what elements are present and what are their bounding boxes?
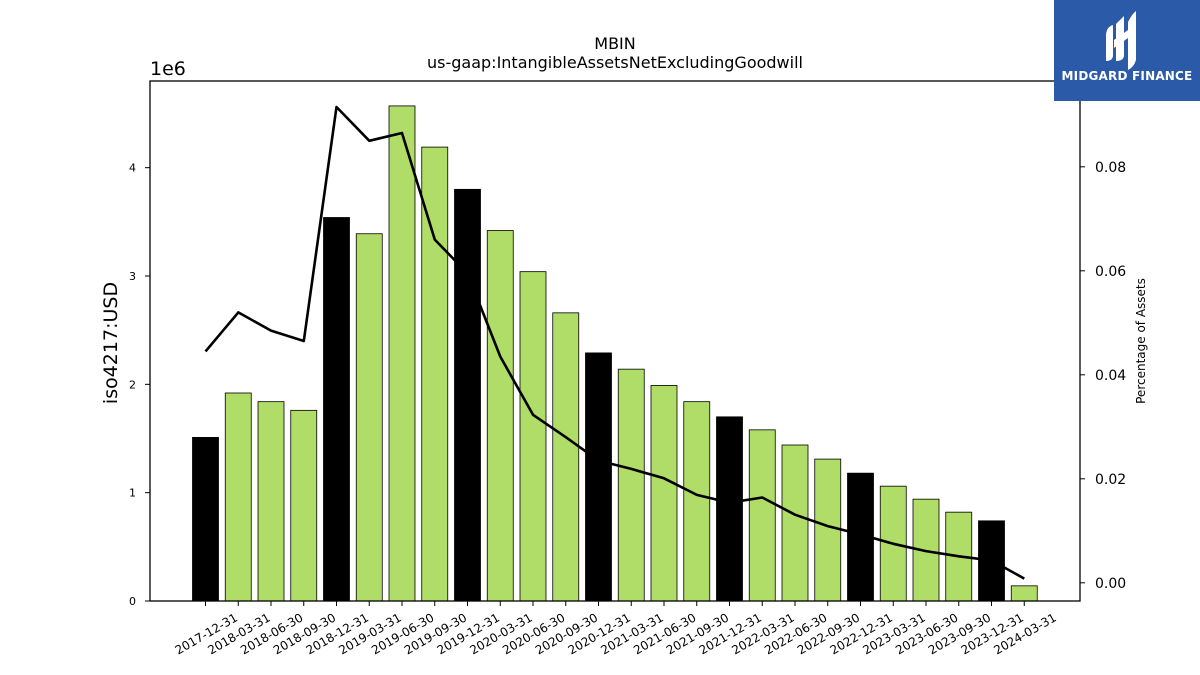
- logo-mark-icon: [1106, 11, 1136, 70]
- y2-tick-label: 0.08: [1095, 160, 1126, 176]
- y-tick-label: 3: [129, 270, 136, 283]
- bar-2020-12-31: [585, 352, 612, 602]
- y2-tick-label: 0.06: [1095, 264, 1126, 280]
- bar-2021-03-31: [617, 368, 645, 602]
- bar-2021-12-31: [716, 416, 743, 602]
- bar-2020-09-30: [552, 312, 580, 602]
- bar-2018-06-30: [257, 401, 285, 602]
- midgard-finance-logo: MIDGARD FINANCE: [1054, 0, 1200, 101]
- bar-2022-03-31: [748, 429, 776, 602]
- y-tick-label: 4: [129, 162, 136, 175]
- bar-2019-03-31: [355, 233, 383, 602]
- bar-2018-12-31: [323, 217, 350, 602]
- y-tick-label: 0: [129, 595, 136, 608]
- pct-of-assets-line: [204, 105, 1025, 580]
- bar-2021-06-30: [650, 385, 678, 602]
- bar-2018-09-30: [290, 409, 318, 602]
- y-axis-label: iso4217:USD: [100, 282, 122, 404]
- y-tick-label: 2: [129, 378, 136, 391]
- bar-2020-03-31: [486, 230, 514, 602]
- bar-2022-06-30: [781, 444, 809, 602]
- y2-axis-label: Percentage of Assets: [1134, 278, 1148, 404]
- bar-2022-09-30: [814, 458, 842, 602]
- bar-2019-12-31: [454, 188, 481, 602]
- bar-2020-06-30: [519, 271, 547, 602]
- bar-2017-12-31: [192, 437, 219, 602]
- y2-tick-label: 0.04: [1095, 368, 1126, 384]
- chart-subtitle: us-gaap:IntangibleAssetsNetExcludingGood…: [427, 53, 803, 72]
- pct-line-series: [204, 105, 1025, 580]
- bar-2018-03-31: [224, 392, 252, 602]
- bar-2021-09-30: [683, 401, 711, 602]
- logo-text: MIDGARD FINANCE: [1061, 69, 1193, 83]
- bar-2019-09-30: [421, 146, 449, 602]
- plot-frame: [149, 80, 1081, 602]
- y2-tick-label: 0.00: [1095, 576, 1126, 592]
- y-axis-multiplier: 1e6: [150, 58, 186, 80]
- chart-title: MBIN: [594, 34, 635, 53]
- bar-2019-06-30: [388, 105, 416, 602]
- bar-2024-03-31: [1010, 585, 1038, 602]
- y2-tick-label: 0.02: [1095, 472, 1126, 488]
- axes: 012340.000.020.040.060.082017-12-312018-…: [129, 80, 1126, 657]
- y-tick-label: 1: [129, 487, 136, 500]
- bar-series: [192, 105, 1038, 602]
